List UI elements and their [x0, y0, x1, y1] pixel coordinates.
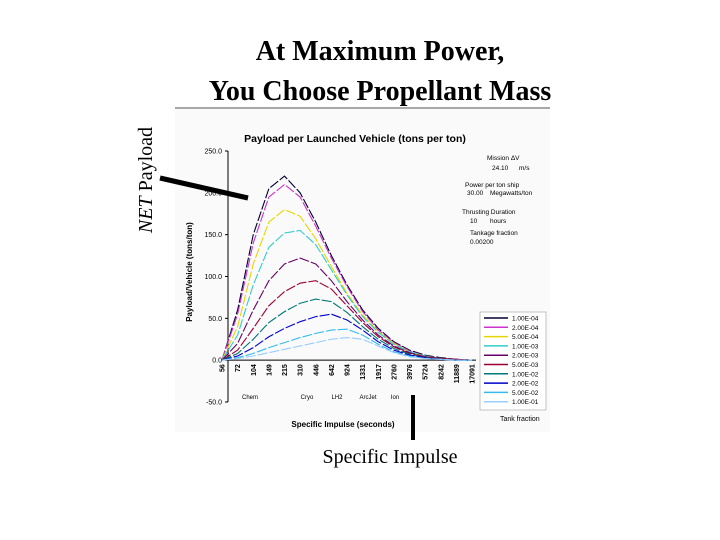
slide-title-line: At Maximum Power, — [256, 36, 505, 67]
annotation: Megawatts/ton — [490, 190, 533, 197]
annotation: 30.00 — [467, 190, 484, 197]
x-tick-label: 104 — [251, 364, 258, 376]
annotation: Mission ΔV — [487, 155, 520, 162]
annotation: Thrusting Duration — [462, 209, 516, 216]
legend-label: 2.00E-04 — [512, 325, 539, 332]
slide-title-line: You Choose Propellant Mass — [209, 76, 552, 107]
x-annotation: Cryo — [301, 395, 314, 401]
x-tick-label: 1917 — [376, 364, 383, 380]
legend — [479, 311, 547, 411]
x-tick-label: 924 — [345, 364, 352, 376]
legend-title: Tank fraction — [500, 416, 540, 423]
x-tick-label: 310 — [298, 364, 305, 376]
x-tick-label: 8242 — [438, 364, 445, 380]
x-tick-label: 3976 — [407, 364, 414, 380]
annotation: m/s — [519, 165, 530, 172]
x-annotation: ArcJet — [359, 395, 376, 401]
pointer-arrow — [159, 175, 249, 201]
y-axis-label: Payload/Vehicle (tons/ton) — [185, 222, 194, 322]
x-tick-label: 642 — [329, 364, 336, 376]
series-line — [221, 175, 473, 361]
callout: Specific Impulse — [323, 446, 458, 468]
x-annotation: Ion — [391, 395, 399, 401]
series-line — [221, 229, 473, 361]
series-line — [221, 280, 473, 361]
x-tick-label: 5724 — [423, 364, 430, 380]
y-tick-label: 150.0 — [204, 232, 222, 239]
chart-title: Payload per Launched Vehicle (tons per t… — [244, 133, 466, 145]
y-tick-label: 50.0 — [208, 316, 222, 323]
legend-label: 2.00E-03 — [512, 353, 539, 360]
x-annotation: Chem — [242, 395, 258, 401]
y-tick-label: 0.0 — [212, 358, 222, 365]
x-tick-label: 11889 — [454, 364, 461, 383]
x-tick-label: 1331 — [360, 364, 367, 380]
x-tick-label: 56 — [220, 364, 227, 372]
x-annotation: LH2 — [331, 395, 343, 401]
annotation: Tankage fraction — [470, 230, 518, 237]
side-label: NET Payload — [135, 127, 157, 234]
legend-label: 1.00E-03 — [512, 343, 539, 350]
annotation: Power per ton ship — [465, 182, 520, 189]
legend-label: 1.00E-01 — [512, 399, 539, 406]
y-tick-label: 250.0 — [204, 149, 222, 156]
series-line — [221, 313, 472, 361]
side-label-emphasis: NET — [135, 195, 157, 235]
x-tick-label: 72 — [235, 364, 242, 372]
legend-label: 1.00E-04 — [512, 316, 539, 323]
x-tick-label: 215 — [282, 364, 289, 376]
y-tick-label: 100.0 — [204, 274, 222, 281]
series-line — [221, 208, 473, 361]
x-tick-label: 446 — [313, 364, 320, 376]
annotation: 0.00200 — [470, 239, 494, 246]
series-line — [221, 337, 472, 361]
legend-label: 1.00E-02 — [512, 371, 539, 378]
legend-label: 5.00E-03 — [512, 362, 539, 369]
side-label-text: Payload — [135, 127, 157, 191]
y-tick-label: 200.0 — [204, 190, 222, 197]
y-tick-label: -50.0 — [206, 400, 222, 407]
annotation: 24.10 — [492, 165, 509, 172]
x-tick-label: 17091 — [470, 364, 477, 384]
x-axis-label: Specific Impulse (seconds) — [291, 420, 394, 429]
legend-label: 5.00E-04 — [512, 334, 539, 341]
x-tick-label: 149 — [266, 364, 273, 376]
annotation: 10 — [470, 218, 478, 225]
legend-label: 5.00E-02 — [512, 390, 539, 397]
annotation: hours — [490, 218, 507, 225]
x-tick-label: 2760 — [391, 364, 398, 380]
legend-label: 2.00E-02 — [512, 381, 539, 388]
